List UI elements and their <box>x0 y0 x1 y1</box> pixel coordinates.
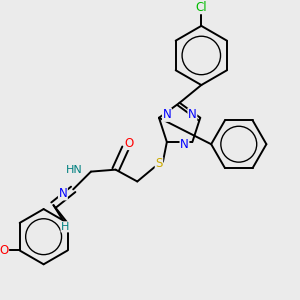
Text: HN: HN <box>66 165 83 175</box>
Text: O: O <box>0 244 8 257</box>
Text: N: N <box>58 187 67 200</box>
Text: N: N <box>180 139 189 152</box>
Text: H: H <box>61 222 70 232</box>
Text: S: S <box>155 157 163 170</box>
Text: N: N <box>188 108 197 121</box>
Text: N: N <box>163 108 171 121</box>
Text: O: O <box>125 136 134 149</box>
Text: Cl: Cl <box>196 1 207 13</box>
